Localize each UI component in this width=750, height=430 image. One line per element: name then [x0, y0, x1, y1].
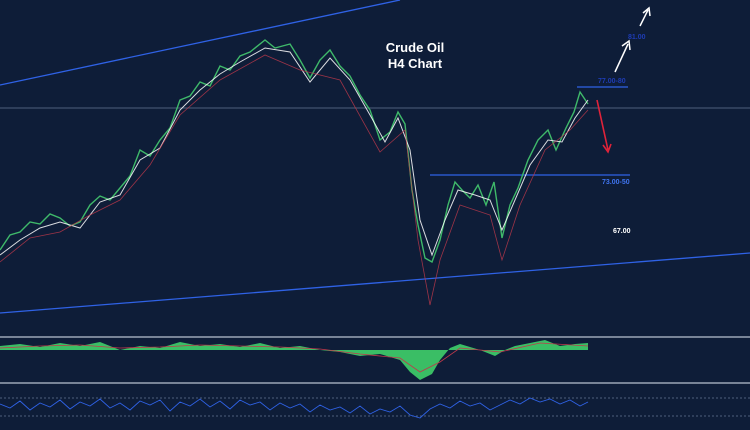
- level-label: 81.00: [628, 34, 646, 41]
- upper-trend-line: [0, 0, 401, 86]
- moving-average: [0, 47, 589, 257]
- up-arrow-head: [642, 6, 651, 17]
- macd-histogram: [0, 340, 588, 380]
- level-label: 67.00: [613, 228, 631, 235]
- lower-trend-line: [0, 252, 750, 314]
- up-arrow-head: [621, 39, 631, 51]
- up-arrow: [639, 9, 649, 27]
- title: Crude Oil: [386, 40, 445, 55]
- level-label: 77.00-80: [598, 78, 626, 85]
- title: H4 Chart: [388, 56, 443, 71]
- macd-signal: [0, 342, 589, 373]
- oscillator-line: [0, 397, 589, 419]
- price-path: [0, 39, 589, 264]
- down-arrow: [596, 99, 609, 151]
- wick-lows: [0, 54, 589, 306]
- down-arrow-head: [602, 143, 612, 154]
- up-arrow: [614, 43, 629, 73]
- level-label: 73.00-50: [602, 179, 630, 186]
